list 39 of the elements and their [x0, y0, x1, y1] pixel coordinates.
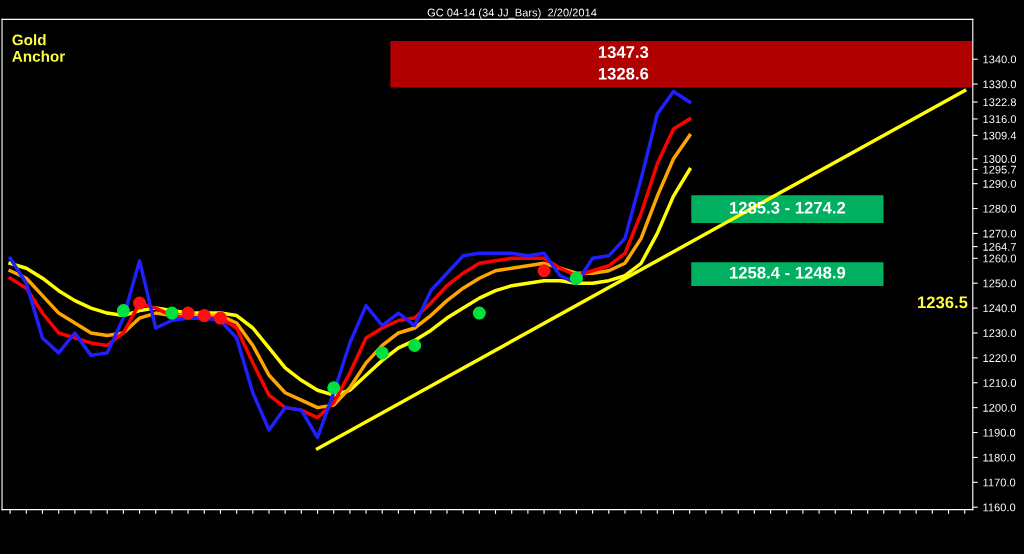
- y-tick-label: 1316.0: [983, 115, 1017, 124]
- band-label: 1258.4 - 1248.9: [730, 266, 846, 279]
- y-tick-label: 1170.0: [983, 478, 1016, 487]
- y-tick-label: 1280.0: [983, 204, 1017, 213]
- y-tick-label: 1270.0: [983, 229, 1017, 238]
- y-tick-label: 1250.0: [983, 279, 1017, 288]
- y-tick-label: 1200.0: [983, 403, 1017, 412]
- y-tick-label: 1220.0: [983, 354, 1017, 362]
- y-tick-label: 1210.0: [983, 379, 1017, 387]
- text: Gold Anchor: [12, 34, 65, 62]
- point: [327, 381, 341, 395]
- y-tick-label: 1264.7: [983, 242, 1016, 251]
- point: [375, 346, 389, 360]
- point: [472, 306, 486, 320]
- point: [408, 338, 422, 352]
- point: [213, 311, 227, 325]
- point: [165, 306, 179, 320]
- y-tick-label: 1160.0: [983, 503, 1016, 512]
- point: [537, 264, 551, 278]
- y-tick-label: 1322.8: [983, 98, 1017, 107]
- y-tick-label: 1309.4: [983, 131, 1017, 140]
- y-tick-label: 1295.7: [983, 165, 1016, 174]
- annotation: 1236.5: [918, 296, 968, 309]
- point: [133, 296, 147, 310]
- point: [181, 306, 195, 320]
- y-tick-label: 1300.0: [983, 155, 1017, 163]
- y-tick-label: 1230.0: [983, 329, 1017, 338]
- band-label: 1347.3 1328.6: [598, 46, 649, 80]
- point: [116, 304, 130, 318]
- y-tick-label: 1290.0: [983, 179, 1017, 188]
- chart-title: GC 04-14 (34 JJ_Bars) 2/20/2014: [427, 8, 597, 19]
- y-tick-label: 1180.0: [983, 453, 1016, 462]
- y-tick-label: 1190.0: [983, 428, 1016, 437]
- y-tick-label: 1330.0: [983, 80, 1017, 89]
- point: [569, 271, 583, 285]
- y-tick-label: 1340.0: [983, 55, 1017, 64]
- point: [197, 309, 211, 323]
- y-tick-label: 1260.0: [983, 254, 1017, 263]
- y-tick-label: 1240.0: [983, 304, 1017, 313]
